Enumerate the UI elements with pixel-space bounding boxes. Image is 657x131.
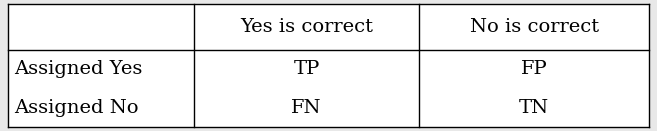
Text: Assigned Yes: Assigned Yes [14,60,143,78]
Text: No is correct: No is correct [470,18,599,36]
Text: FP: FP [521,60,547,78]
Text: FN: FN [291,99,322,117]
Text: Yes is correct: Yes is correct [240,18,373,36]
Text: TP: TP [293,60,320,78]
Text: TN: TN [519,99,549,117]
Text: Assigned No: Assigned No [14,99,139,117]
